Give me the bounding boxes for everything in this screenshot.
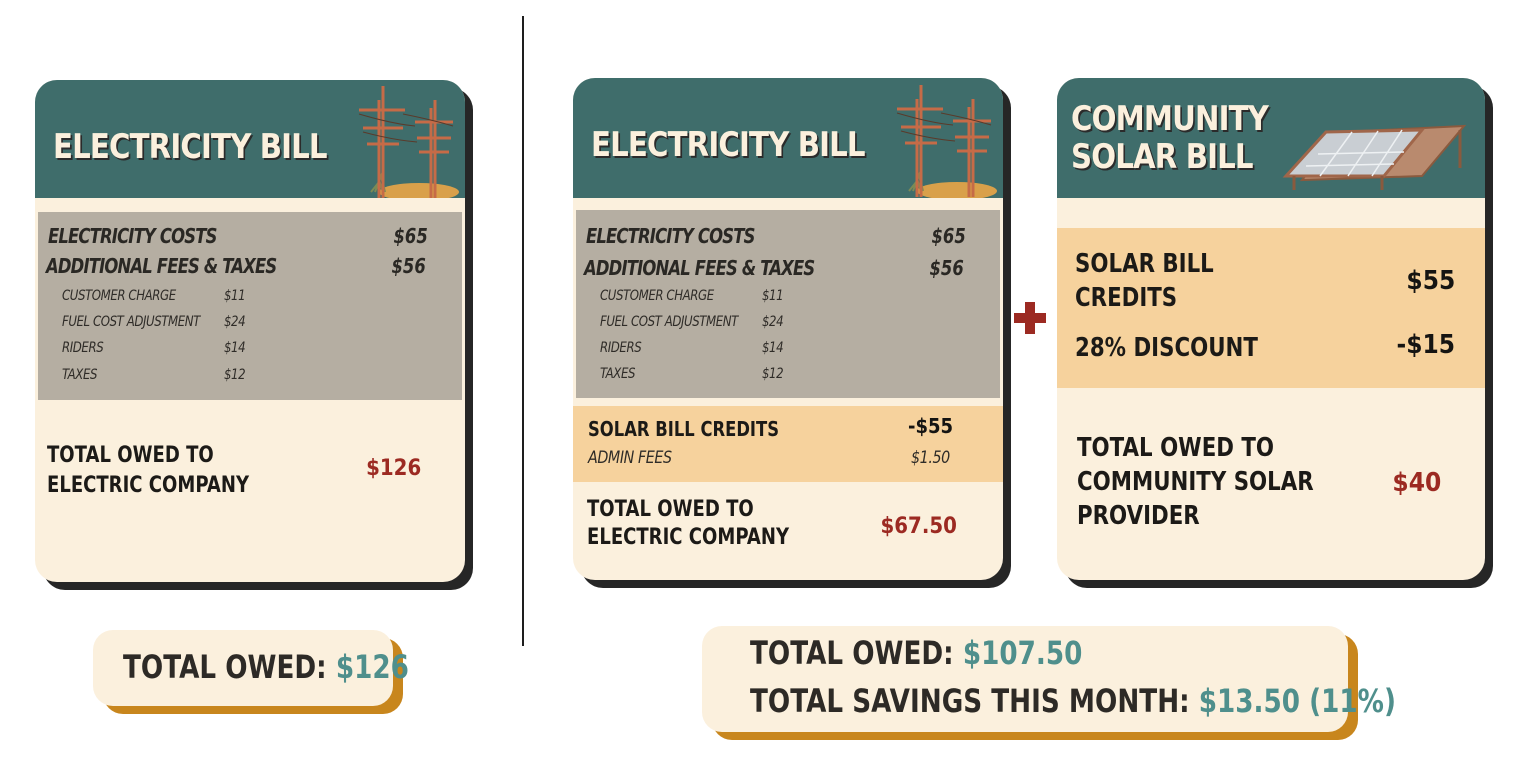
total-savings-line: TOTAL SAVINGS THIS MONTH: $13.50 (11%) xyxy=(750,682,1396,720)
pill-body: TOTAL OWED: $107.50 TOTAL SAVINGS THIS M… xyxy=(702,626,1396,732)
community-solar-bill-card: COMMUNITY SOLAR BILL SOLAR BILL CREDITS … xyxy=(1057,78,1493,588)
charges-section: ELECTRICITY COSTS $65 ADDITIONAL FEES & … xyxy=(576,210,1000,398)
charges-section: ELECTRICITY COSTS $65 ADDITIONAL FEES & … xyxy=(38,212,462,400)
total-label: PROVIDER xyxy=(1077,501,1200,531)
total-value: $67.50 xyxy=(880,514,957,539)
right-total-pill: TOTAL OWED: $107.50 TOTAL SAVINGS THIS M… xyxy=(702,626,1396,740)
sub-item-label: FUEL COST ADJUSTMENT xyxy=(62,314,200,330)
admin-fees-label: ADMIN FEES xyxy=(588,448,672,468)
sub-item-label: FUEL COST ADJUSTMENT xyxy=(600,314,738,330)
total-savings-label: TOTAL SAVINGS THIS MONTH: xyxy=(750,682,1190,720)
card-body: ELECTRICITY BILL ELECTRICITY COSTS $65 A… xyxy=(573,78,1003,580)
solar-panel-icon xyxy=(1282,124,1467,190)
sub-item-value: $11 xyxy=(224,288,246,304)
electricity-costs-value: $65 xyxy=(393,224,428,248)
card-body: ELECTRICITY BILL ELECTRICITY COSTS $65 A… xyxy=(35,80,465,582)
sub-item-value: $12 xyxy=(762,366,784,382)
sub-item-label: CUSTOMER CHARGE xyxy=(600,288,714,304)
solar-credits-label: SOLAR BILL xyxy=(1075,249,1214,279)
total-label: ELECTRIC COMPANY xyxy=(587,525,790,550)
card-title: ELECTRICITY BILL xyxy=(591,125,866,165)
total-label: TOTAL OWED TO xyxy=(587,497,754,522)
plus-icon xyxy=(1014,302,1046,334)
total-label: TOTAL OWED TO xyxy=(47,443,214,468)
sub-item-value: $14 xyxy=(762,340,784,356)
total-owed-label: TOTAL OWED: xyxy=(123,648,327,686)
total-label: TOTAL OWED TO xyxy=(1077,433,1275,463)
sub-item-label: CUSTOMER CHARGE xyxy=(62,288,176,304)
electricity-costs-label: ELECTRICITY COSTS xyxy=(586,224,755,248)
sub-item-label: RIDERS xyxy=(62,340,104,356)
sub-item-label: TAXES xyxy=(600,366,636,382)
total-owed-line: TOTAL OWED: $126 xyxy=(123,648,409,686)
card-title: ELECTRICITY BILL xyxy=(53,127,328,167)
fees-label: ADDITIONAL FEES & TAXES xyxy=(46,254,277,278)
total-value: $126 xyxy=(365,456,421,481)
middle-electricity-bill-card: ELECTRICITY BILL ELECTRICITY COSTS $65 A… xyxy=(573,78,1011,588)
left-total-pill: TOTAL OWED: $126 xyxy=(93,630,409,714)
admin-fees-value: $1.50 xyxy=(911,448,950,468)
total-label: COMMUNITY SOLAR xyxy=(1077,467,1314,497)
card-header: COMMUNITY SOLAR BILL xyxy=(1057,78,1485,198)
sub-item-label: TAXES xyxy=(62,367,98,383)
solar-credits-section: SOLAR BILL CREDITS $55 28% DISCOUNT -$15 xyxy=(1057,228,1485,388)
solar-credits-label: SOLAR BILL CREDITS xyxy=(588,417,780,441)
power-tower-icon xyxy=(896,85,997,198)
sub-item-value: $14 xyxy=(224,340,246,356)
card-header: ELECTRICITY BILL xyxy=(35,80,465,198)
power-tower-icon xyxy=(358,86,459,198)
card-body: COMMUNITY SOLAR BILL SOLAR BILL CREDITS … xyxy=(1057,78,1485,580)
sub-item-value: $12 xyxy=(224,367,246,383)
solar-credits-section: SOLAR BILL CREDITS -$55 ADMIN FEES $1.50 xyxy=(573,406,1003,482)
total-owed-value: $126 xyxy=(335,648,409,686)
solar-credits-label: CREDITS xyxy=(1075,283,1178,313)
sub-item-value: $24 xyxy=(762,314,784,330)
solar-credits-value: -$55 xyxy=(907,414,953,438)
sub-item-label: RIDERS xyxy=(600,340,642,356)
electricity-costs-value: $65 xyxy=(931,224,966,248)
solar-credits-value: $55 xyxy=(1406,266,1455,296)
fees-value: $56 xyxy=(929,256,964,280)
left-electricity-bill-card: ELECTRICITY BILL ELECTRICITY COSTS $65 A… xyxy=(35,80,473,590)
total-owed-value: $107.50 xyxy=(962,634,1083,672)
total-label: ELECTRIC COMPANY xyxy=(47,473,250,498)
total-owed-line: TOTAL OWED: $107.50 xyxy=(750,634,1082,672)
sub-item-value: $24 xyxy=(224,314,246,330)
electricity-costs-label: ELECTRICITY COSTS xyxy=(48,224,217,248)
fees-value: $56 xyxy=(391,254,426,278)
total-savings-value: $13.50 (11%) xyxy=(1198,682,1396,720)
total-owed-label: TOTAL OWED: xyxy=(750,634,954,672)
card-title: SOLAR BILL xyxy=(1071,137,1254,177)
fees-label: ADDITIONAL FEES & TAXES xyxy=(584,256,815,280)
divider xyxy=(522,16,524,646)
pill-body: TOTAL OWED: $126 xyxy=(93,630,409,706)
discount-label: 28% DISCOUNT xyxy=(1075,333,1258,363)
discount-value: -$15 xyxy=(1396,330,1455,360)
sub-item-value: $11 xyxy=(762,288,784,304)
card-header: ELECTRICITY BILL xyxy=(573,78,1003,198)
total-value: $40 xyxy=(1392,468,1441,498)
card-title: COMMUNITY xyxy=(1071,99,1269,139)
